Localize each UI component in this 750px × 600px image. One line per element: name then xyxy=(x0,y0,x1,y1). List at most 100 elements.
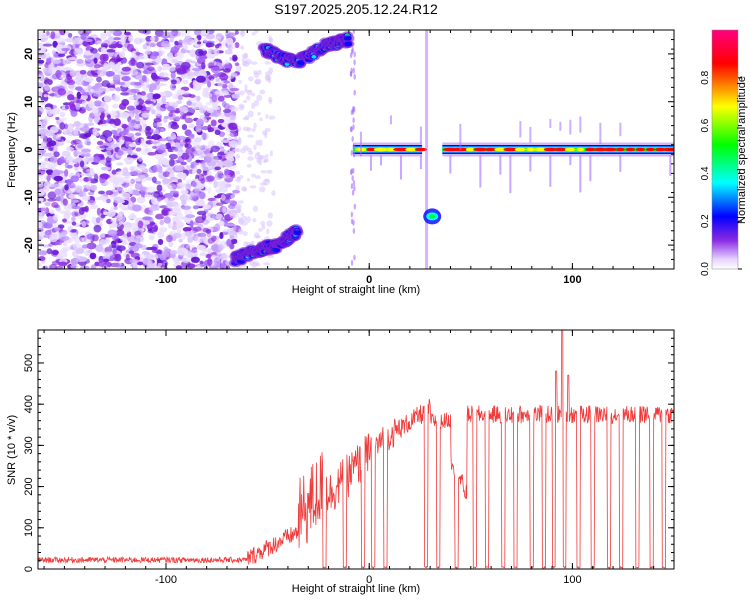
spectrogram-cell xyxy=(164,197,169,204)
spectrogram-cell xyxy=(38,90,43,98)
spectrogram-cell xyxy=(49,235,58,243)
spectrogram-cell xyxy=(247,156,254,161)
spectrogram-cell xyxy=(43,222,53,229)
spectrogram-cell xyxy=(353,185,356,192)
spectrogram-cell xyxy=(83,30,92,35)
spectrogram-cell xyxy=(264,127,271,133)
spectrogram-cell xyxy=(68,194,76,199)
spectrogram-cell xyxy=(353,89,356,96)
spectrogram-cell xyxy=(40,250,47,255)
spectrogram-cell xyxy=(201,160,206,169)
line-streak xyxy=(619,122,622,137)
spectrogram-cell xyxy=(127,236,132,243)
spectrogram-cell xyxy=(181,205,192,210)
spectrogram-cell xyxy=(503,147,518,152)
spectrogram-cell xyxy=(64,58,72,65)
spectrogram-cell xyxy=(225,33,233,38)
spectrogram-cell xyxy=(128,35,134,42)
spectrogram-cell xyxy=(246,164,252,168)
spectrogram-cell xyxy=(80,33,87,40)
spectrogram-cell xyxy=(576,147,585,152)
spectrogram-cell xyxy=(157,262,163,267)
line-streak xyxy=(589,155,592,182)
spectrogram-cell xyxy=(236,147,240,153)
spectrogram-cell xyxy=(195,145,203,149)
line-streak xyxy=(399,155,402,180)
spectrogram-cell xyxy=(115,262,121,268)
spectrogram-cell xyxy=(52,40,58,48)
spectrogram-cell xyxy=(134,132,142,137)
spectrogram-cell xyxy=(182,257,190,263)
spectrogram-cell xyxy=(181,79,189,85)
spectrogram-cell xyxy=(265,75,271,82)
spectrogram-cell xyxy=(150,72,158,80)
line-streak xyxy=(549,155,552,187)
spectrogram-cell xyxy=(189,220,194,228)
spectrogram-cell xyxy=(234,62,240,67)
spectrogram-cell xyxy=(127,133,135,138)
spectrogram-cell xyxy=(175,116,181,121)
spectrogram-cell xyxy=(73,48,84,57)
spectrogram-cell xyxy=(352,143,356,150)
spectrogram-cell xyxy=(162,76,170,81)
spectrogram-cell xyxy=(223,103,230,110)
spectrogram-cell xyxy=(136,61,145,69)
spectrogram-cell xyxy=(46,248,53,255)
spectrogram-cell xyxy=(72,37,78,45)
spectrogram-cell xyxy=(184,143,189,148)
spectrogram-cell xyxy=(213,180,218,189)
spectrogram-cell xyxy=(223,94,232,99)
spectrogram-cell xyxy=(197,41,202,45)
spectrogram-cell xyxy=(222,121,228,128)
line-streak xyxy=(529,155,532,172)
spectrogram-cell xyxy=(141,95,148,100)
spectrogram-cell xyxy=(49,126,59,134)
spectrogram-cell xyxy=(43,106,52,111)
spectrogram-cell xyxy=(71,221,77,226)
spectrogram-cell xyxy=(185,214,196,219)
spectrogram-cell xyxy=(151,134,162,141)
spectrogram-cell xyxy=(247,134,254,138)
spectrogram-cell xyxy=(237,216,243,224)
spectrogram-cell xyxy=(62,67,72,71)
line-streak xyxy=(359,131,362,157)
spectrogram-cell xyxy=(217,95,225,102)
spectrogram-cell xyxy=(266,228,270,235)
spectrogram-cell xyxy=(207,170,212,177)
spectrogram-cell xyxy=(250,102,256,110)
spectrogram-cell xyxy=(120,80,131,88)
spectrogram-cell xyxy=(168,158,175,167)
spectrogram-cell xyxy=(187,235,194,243)
spectrogram-cell xyxy=(242,145,249,151)
spectrogram-cell xyxy=(112,43,120,48)
spectrogram-cell xyxy=(176,135,187,141)
spectrogram-cell xyxy=(234,205,242,213)
spectrogram-cell xyxy=(217,118,225,124)
line-streak xyxy=(569,119,572,135)
spectrogram-cell xyxy=(135,51,141,56)
spectrogram-cell xyxy=(178,105,188,113)
spectrogram-cell xyxy=(615,147,625,152)
spectrogram-cell xyxy=(385,147,397,152)
spectrogram-cell xyxy=(161,40,171,47)
spectrogram-cell xyxy=(108,175,118,184)
line-streak xyxy=(419,155,422,170)
spectrogram-cell xyxy=(54,227,61,232)
spectrogram-cell xyxy=(158,138,168,142)
spectrogram-cell xyxy=(106,87,116,92)
spectrogram-cell xyxy=(191,139,201,146)
spectrogram-cell xyxy=(157,65,162,72)
spectrogram-cell xyxy=(121,98,130,107)
spectrogram-cell xyxy=(222,68,232,73)
spectrogram-cell xyxy=(70,140,77,146)
spectrogram-cell xyxy=(195,159,201,163)
spectrogram-cell xyxy=(148,166,157,173)
spectrogram-cell xyxy=(109,30,115,34)
spectrogram-cell xyxy=(202,92,213,99)
spectrogram-cell xyxy=(175,64,184,71)
y-tick-label: 20 xyxy=(23,48,35,60)
spectrogram-cell xyxy=(350,211,354,218)
spectrogram-cell xyxy=(254,152,261,160)
spectrogram-cell xyxy=(140,91,146,96)
spectrogram-cell xyxy=(91,107,99,115)
